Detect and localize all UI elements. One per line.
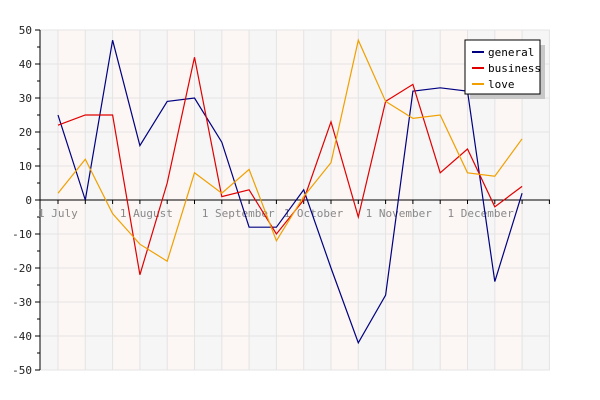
x-tick-label: 1 July (38, 207, 78, 220)
legend-label-general: general (488, 46, 534, 59)
x-tick-label: 1 November (366, 207, 433, 220)
x-tick-label: 1 September (202, 207, 275, 220)
x-tick-label: 1 August (120, 207, 173, 220)
series-line-business (57, 57, 523, 275)
legend: general business love (464, 39, 545, 99)
y-axis-ticks: 50 40 30 20 10 0 -10 -20 -30 -40 -50 (12, 24, 40, 377)
x-axis-ticks: 1 July 1 August 1 September 1 October 1 Nove… (38, 200, 550, 220)
y-tick-label: 0 (25, 194, 32, 207)
series-line-general (57, 40, 523, 345)
y-tick-label: -40 (12, 330, 32, 343)
x-tick-label: 1 December (448, 207, 515, 220)
y-tick-label: 50 (19, 24, 32, 37)
y-tick-label: 20 (19, 126, 32, 139)
y-tick-label: -20 (12, 262, 32, 275)
x-tick-label: 1 October (284, 207, 344, 220)
y-tick-label: -30 (12, 296, 32, 309)
legend-label-business: business (488, 62, 541, 75)
y-tick-label: 30 (19, 92, 32, 105)
series-lines (57, 38, 523, 345)
y-tick-label: -10 (12, 228, 32, 241)
legend-label-love: love (488, 78, 515, 91)
y-tick-label: 40 (19, 58, 32, 71)
y-tick-label: -50 (12, 364, 32, 377)
series-line-love (57, 38, 523, 263)
y-tick-label: 10 (19, 160, 32, 173)
